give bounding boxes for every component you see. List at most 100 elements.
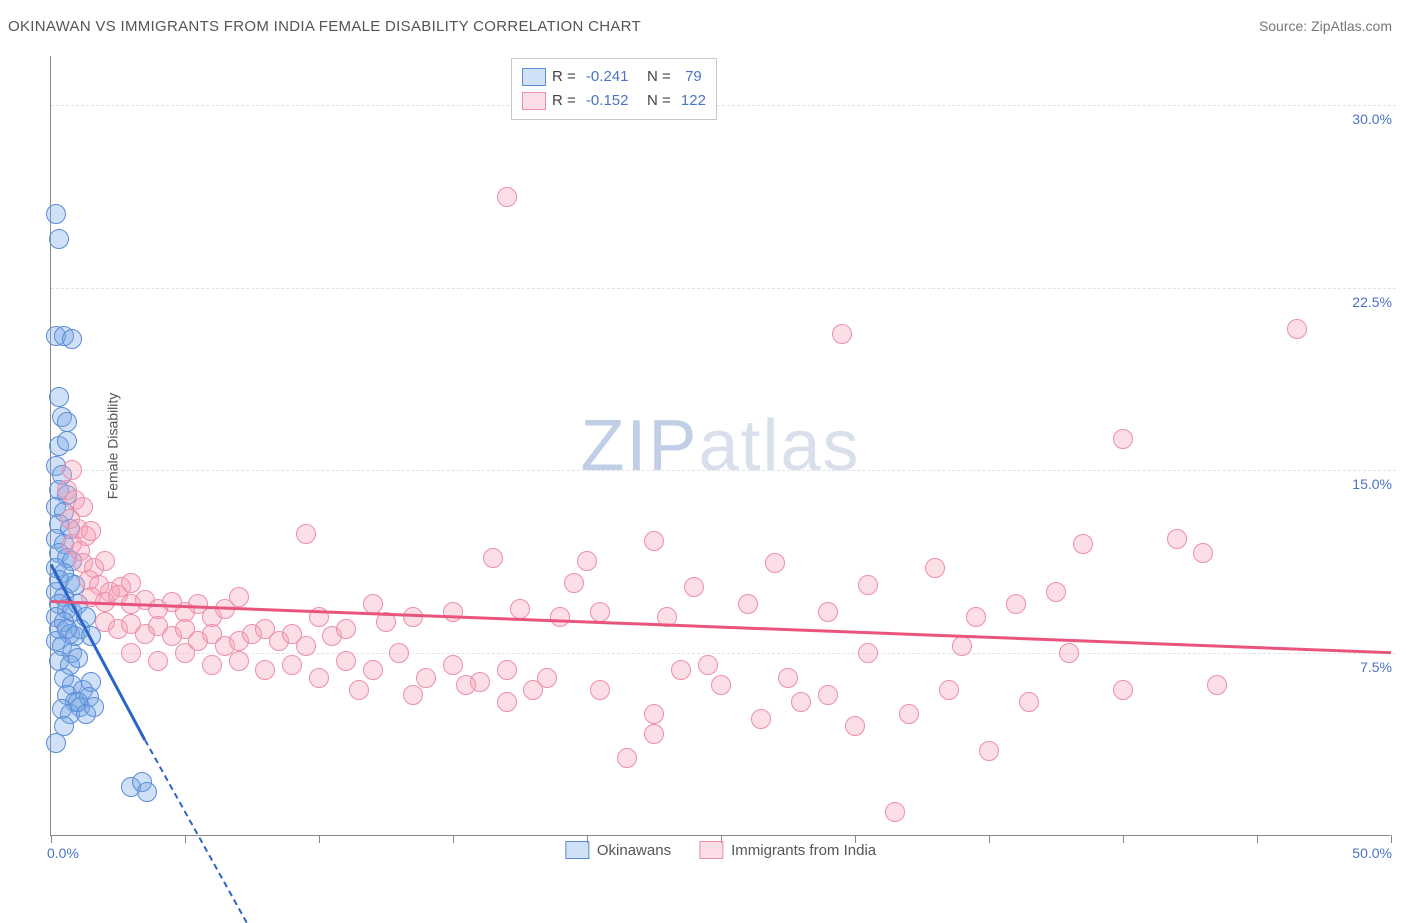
data-point — [711, 675, 731, 695]
data-point — [818, 602, 838, 622]
data-point — [68, 648, 88, 668]
data-point — [95, 551, 115, 571]
data-point — [751, 709, 771, 729]
y-tick-label: 7.5% — [1360, 659, 1392, 675]
data-point — [684, 577, 704, 597]
series-name: Immigrants from India — [731, 842, 876, 859]
x-tick — [1123, 835, 1124, 843]
data-point — [1113, 680, 1133, 700]
gridline-h — [51, 470, 1396, 471]
x-tick — [989, 835, 990, 843]
chart-source: Source: ZipAtlas.com — [1259, 18, 1392, 34]
data-point — [255, 660, 275, 680]
data-point — [899, 704, 919, 724]
y-tick-label: 22.5% — [1352, 294, 1392, 310]
legend-n-value: 79 — [681, 65, 702, 89]
data-point — [1019, 692, 1039, 712]
series-legend: Okinawans Immigrants from India — [565, 841, 876, 859]
data-point — [832, 324, 852, 344]
data-point — [1113, 429, 1133, 449]
series-legend-item: Immigrants from India — [699, 841, 876, 859]
legend-n-label: N = — [634, 65, 674, 89]
legend-r-value: -0.241 — [586, 65, 629, 89]
data-point — [1193, 543, 1213, 563]
data-point — [858, 575, 878, 595]
data-point — [282, 655, 302, 675]
data-point — [1167, 529, 1187, 549]
data-point — [57, 412, 77, 432]
data-point — [510, 599, 530, 619]
data-point — [229, 587, 249, 607]
gridline-h — [51, 653, 1396, 654]
x-tick — [185, 835, 186, 843]
data-point — [818, 685, 838, 705]
series-legend-item: Okinawans — [565, 841, 671, 859]
data-point — [1046, 582, 1066, 602]
data-point — [671, 660, 691, 680]
data-point — [577, 551, 597, 571]
data-point — [202, 655, 222, 675]
data-point — [778, 668, 798, 688]
data-point — [309, 668, 329, 688]
chart-title: OKINAWAN VS IMMIGRANTS FROM INDIA FEMALE… — [8, 18, 641, 35]
data-point — [590, 602, 610, 622]
data-point — [456, 675, 476, 695]
data-point — [1287, 319, 1307, 339]
data-point — [644, 531, 664, 551]
data-point — [148, 651, 168, 671]
data-point — [296, 524, 316, 544]
data-point — [497, 187, 517, 207]
data-point — [791, 692, 811, 712]
x-tick — [453, 835, 454, 843]
data-point — [537, 668, 557, 688]
trend-line-extrapolated — [144, 739, 248, 923]
data-point — [416, 668, 436, 688]
data-point — [296, 636, 316, 656]
data-point — [57, 431, 77, 451]
data-point — [550, 607, 570, 627]
data-point — [966, 607, 986, 627]
data-point — [46, 204, 66, 224]
data-point — [62, 460, 82, 480]
x-tick — [319, 835, 320, 843]
y-axis-label: Female Disability — [104, 392, 120, 499]
y-tick-label: 15.0% — [1352, 476, 1392, 492]
data-point — [845, 716, 865, 736]
data-point — [483, 548, 503, 568]
data-point — [389, 643, 409, 663]
x-axis-min-label: 0.0% — [47, 845, 79, 861]
legend-r-label: R = — [552, 65, 580, 89]
data-point — [590, 680, 610, 700]
data-point — [443, 602, 463, 622]
y-tick-label: 30.0% — [1352, 111, 1392, 127]
legend-swatch — [699, 841, 723, 859]
legend-swatch — [522, 92, 546, 110]
data-point — [336, 619, 356, 639]
gridline-h — [51, 105, 1396, 106]
data-point — [979, 741, 999, 761]
data-point — [885, 802, 905, 822]
data-point — [175, 643, 195, 663]
correlation-legend: R = -0.241 N = 79R = -0.152 N = 122 — [511, 58, 717, 120]
data-point — [403, 685, 423, 705]
x-axis-max-label: 50.0% — [1352, 845, 1392, 861]
watermark: ZIPatlas — [580, 405, 860, 487]
data-point — [349, 680, 369, 700]
data-point — [336, 651, 356, 671]
data-point — [644, 704, 664, 724]
data-point — [1006, 594, 1026, 614]
data-point — [46, 733, 66, 753]
data-point — [925, 558, 945, 578]
data-point — [858, 643, 878, 663]
x-tick — [51, 835, 52, 843]
data-point — [363, 660, 383, 680]
data-point — [698, 655, 718, 675]
data-point — [229, 651, 249, 671]
data-point — [1207, 675, 1227, 695]
data-point — [952, 636, 972, 656]
data-point — [81, 521, 101, 541]
data-point — [443, 655, 463, 675]
data-point — [765, 553, 785, 573]
legend-n-value: 122 — [681, 89, 706, 113]
gridline-h — [51, 288, 1396, 289]
